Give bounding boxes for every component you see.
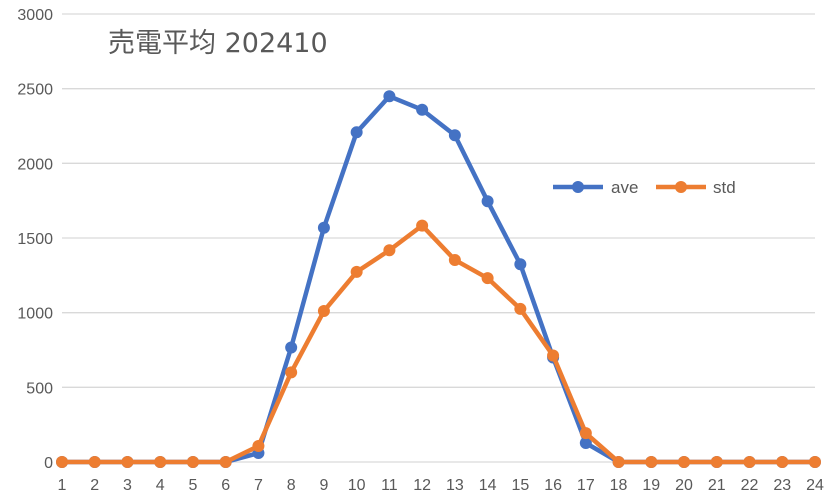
x-tick-label: 3: [123, 477, 132, 494]
data-point-marker-icon: [317, 221, 330, 234]
x-tick-label: 10: [348, 477, 366, 494]
legend-item-ave: ave: [553, 178, 638, 197]
data-point-marker-icon: [252, 440, 265, 453]
x-tick-label: 9: [319, 477, 328, 494]
data-point-marker-icon: [514, 258, 527, 271]
data-point-marker-icon: [514, 302, 527, 315]
x-tick-label: 7: [254, 477, 263, 494]
x-tick-label: 5: [189, 477, 198, 494]
y-tick-label: 2500: [17, 82, 53, 99]
chart-title: 売電平均 202410: [108, 28, 328, 59]
data-point-marker-icon: [285, 341, 298, 354]
x-tick-label: 23: [773, 477, 791, 494]
y-tick-label: 500: [26, 380, 53, 397]
x-tick-label: 1: [58, 477, 67, 494]
x-tick-label: 16: [544, 477, 562, 494]
data-point-marker-icon: [383, 90, 396, 103]
series-line: [62, 223, 815, 465]
data-point-marker-icon: [776, 456, 789, 468]
data-point-marker-icon: [186, 456, 199, 468]
data-point-marker-icon: [481, 272, 494, 285]
x-tick-label: 8: [287, 477, 296, 494]
legend: ave std: [553, 178, 736, 197]
x-tick-label: 11: [381, 477, 398, 494]
data-point-marker-icon: [612, 456, 625, 468]
data-point-marker-icon: [383, 244, 396, 257]
legend-marker-ave-icon: [572, 181, 584, 193]
x-tick-label: 22: [741, 477, 759, 494]
y-axis-tick-labels: 0 500 1000 1500 2000 2500 3000: [17, 7, 53, 472]
x-tick-label: 12: [413, 477, 431, 494]
x-tick-label: 2: [90, 477, 99, 494]
data-point-marker-icon: [448, 129, 461, 142]
data-point-marker-icon: [809, 456, 821, 468]
data-point-marker-icon: [481, 195, 494, 208]
y-gridlines: [62, 13, 815, 463]
x-tick-label: 13: [446, 477, 464, 494]
y-tick-label: 3000: [17, 7, 53, 24]
legend-marker-std-icon: [675, 181, 687, 193]
data-point-marker-icon: [448, 253, 461, 266]
legend-item-std: std: [656, 178, 736, 197]
data-point-marker-icon: [317, 305, 330, 318]
x-tick-label: 17: [577, 477, 595, 494]
x-tick-label: 6: [221, 477, 230, 494]
data-point-marker-icon: [219, 456, 232, 468]
data-point-marker-icon: [579, 437, 592, 450]
series-ave: [56, 90, 821, 468]
y-tick-label: 1000: [17, 306, 53, 323]
x-tick-label: 24: [806, 477, 824, 494]
x-tick-label: 15: [511, 477, 529, 494]
legend-label-ave: ave: [611, 178, 638, 197]
data-point-marker-icon: [743, 456, 756, 468]
data-series: [56, 90, 821, 468]
data-point-marker-icon: [350, 126, 363, 139]
x-tick-label: 19: [642, 477, 660, 494]
data-point-marker-icon: [350, 265, 363, 278]
data-point-marker-icon: [416, 219, 429, 232]
y-tick-label: 2000: [17, 156, 53, 173]
x-tick-label: 20: [675, 477, 693, 494]
data-point-marker-icon: [154, 456, 167, 468]
series-line: [62, 94, 815, 465]
data-point-marker-icon: [88, 456, 101, 468]
data-point-marker-icon: [285, 366, 298, 379]
y-tick-label: 1500: [17, 231, 53, 248]
x-tick-label: 14: [479, 477, 497, 494]
data-point-marker-icon: [645, 456, 658, 468]
data-point-marker-icon: [121, 456, 134, 468]
data-point-marker-icon: [547, 349, 560, 362]
legend-label-std: std: [713, 178, 736, 197]
x-tick-label: 4: [156, 477, 165, 494]
x-tick-label: 21: [708, 477, 726, 494]
y-tick-label: 0: [44, 455, 53, 472]
data-point-marker-icon: [56, 456, 68, 468]
x-axis-tick-labels: 1 2 3 4 5 6 7 8 9 10 11 12 13 14 15 16 17 18 19 20 21 22 23 24: [58, 477, 824, 494]
data-point-marker-icon: [710, 456, 723, 468]
series-std: [56, 219, 821, 468]
data-point-marker-icon: [678, 456, 691, 468]
x-tick-label: 18: [610, 477, 628, 494]
data-point-marker-icon: [416, 103, 429, 116]
data-point-marker-icon: [579, 427, 592, 440]
